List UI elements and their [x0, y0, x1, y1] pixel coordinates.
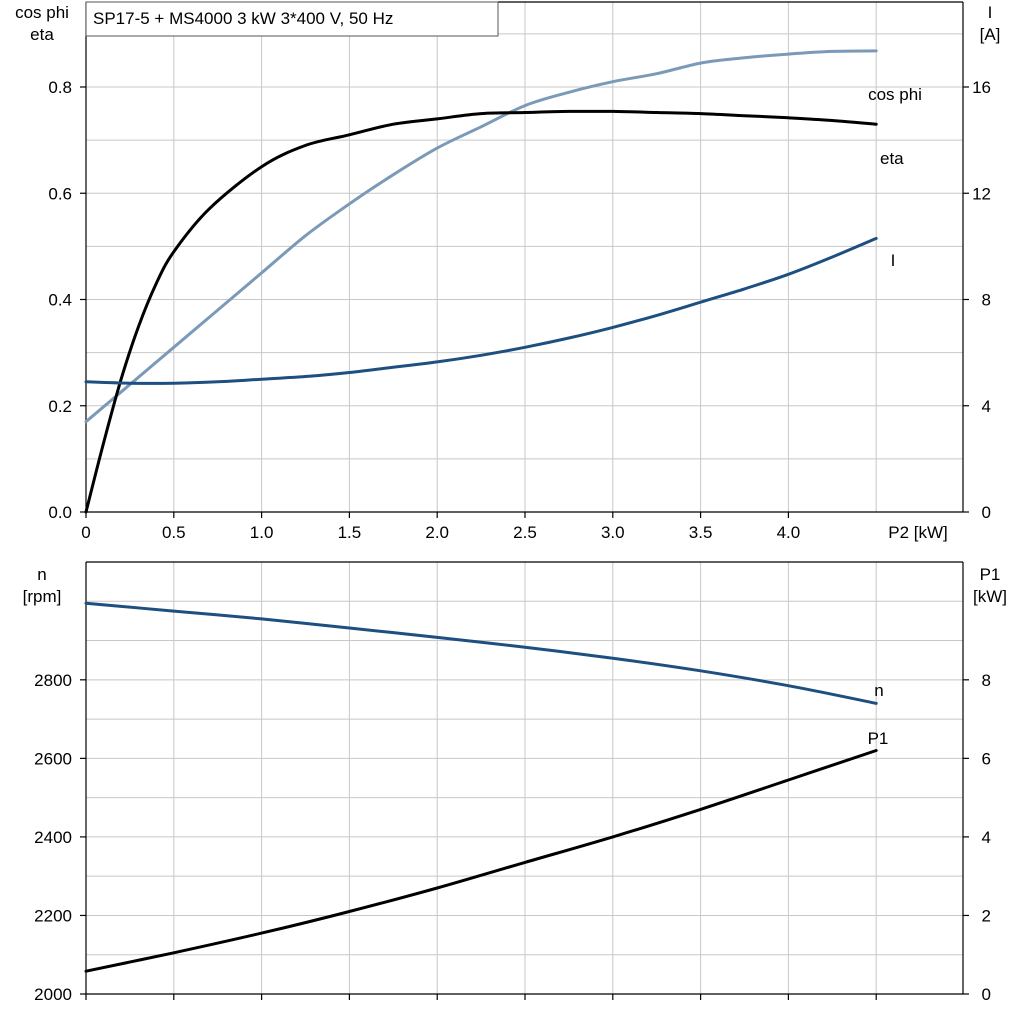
chart-title: SP17-5 + MS4000 3 kW 3*400 V, 50 Hz: [93, 9, 393, 28]
x-tick-label: 3.0: [601, 523, 625, 542]
grid: [86, 562, 963, 994]
x-tick-label: 1.5: [338, 523, 362, 542]
series-label-cos-phi: cos phi: [868, 85, 922, 104]
x-tick-label: 0: [81, 523, 90, 542]
series-label-eta: eta: [880, 149, 904, 168]
y-left-tick-label: 0.8: [48, 78, 72, 97]
x-tick-label: 0.5: [162, 523, 186, 542]
series-line-n: [84, 601, 878, 705]
y-right-axis-label: [kW]: [973, 587, 1007, 606]
y-right-tick-label: 8: [982, 671, 991, 690]
x-tick-label: 1.0: [250, 523, 274, 542]
y-left-tick-label: 2800: [34, 671, 72, 690]
series-label-n: n: [874, 681, 883, 700]
y-right-tick-label: 2: [982, 906, 991, 925]
x-axis-label: P2 [kW]: [888, 523, 948, 542]
y-right-tick-label: 0: [982, 503, 991, 522]
x-tick-label: 2.5: [513, 523, 537, 542]
top-panel: 0.0 0.2 0.4 0.6 0.8 0 4 8 12 16 0 0.5 1.0 1.5 2.0 2.5 3.…: [15, 1, 1001, 542]
y-right-axis-label: I: [988, 3, 993, 22]
y-right-axis-label: [A]: [980, 25, 1001, 44]
series-line-cos-phi: [84, 49, 878, 424]
y-left-axis-label: cos phi: [15, 3, 69, 22]
y-left-axis-label: eta: [30, 25, 54, 44]
y-right-tick-label: 12: [972, 184, 991, 203]
series-line-p1: [84, 749, 878, 973]
chart-title-box: [85, 1, 499, 37]
x-tick-label: 3.5: [689, 523, 713, 542]
series-label-i: I: [891, 251, 896, 270]
bottom-panel: 2000 2200 2400 2600 2800 0 2 4 6 8 n [rpm] P1 [kW] n P1: [23, 561, 1007, 1004]
y-left-tick-label: 2200: [34, 906, 72, 925]
y-right-tick-label: 0: [982, 985, 991, 1004]
y-left-tick-label: 2400: [34, 828, 72, 847]
x-tick-label: 4.0: [777, 523, 801, 542]
y-left-tick-label: 2000: [34, 985, 72, 1004]
y-left-tick-label: 0.0: [48, 503, 72, 522]
y-left-tick-label: 0.2: [48, 397, 72, 416]
y-right-tick-label: 4: [982, 397, 991, 416]
y-right-tick-label: 6: [982, 749, 991, 768]
series-label-p1: P1: [868, 729, 889, 748]
y-right-tick-label: 4: [982, 828, 991, 847]
x-tick-label: 2.0: [425, 523, 449, 542]
y-left-tick-label: 2600: [34, 749, 72, 768]
y-right-axis-label: P1: [980, 565, 1001, 584]
series-line-eta: [84, 109, 878, 514]
y-left-axis-label: [rpm]: [23, 587, 62, 606]
y-right-tick-label: 16: [972, 78, 991, 97]
series-line-i: [84, 236, 878, 385]
grid: [86, 2, 963, 512]
y-right-tick-label: 8: [982, 291, 991, 310]
y-left-tick-label: 0.4: [48, 291, 72, 310]
y-left-axis-label: n: [37, 565, 46, 584]
y-left-tick-label: 0.6: [48, 184, 72, 203]
